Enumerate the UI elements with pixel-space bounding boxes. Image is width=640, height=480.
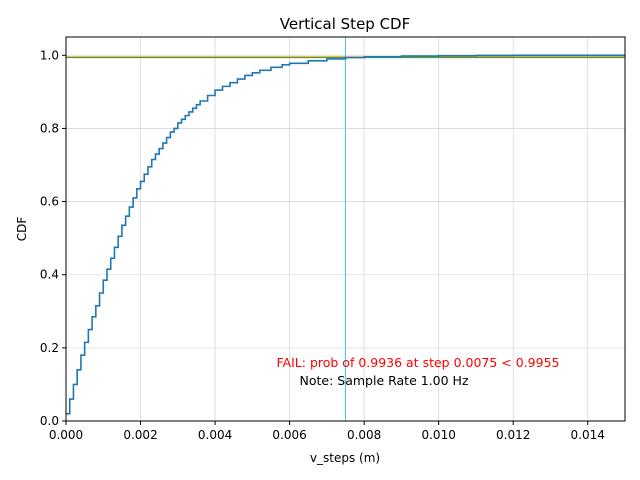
y-tick-label-5: 1.0 [40, 48, 59, 62]
x-tick-label-0: 0.000 [49, 428, 83, 442]
chart-title: Vertical Step CDF [280, 15, 411, 33]
y-axis-ticks: 0.0 0.2 0.4 0.6 0.8 1.0 [40, 48, 66, 428]
y-tick-label-2: 0.4 [40, 268, 59, 282]
y-tick-label-3: 0.6 [40, 195, 59, 209]
plot-area [66, 54, 625, 415]
y-tick-label-0: 0.0 [40, 414, 59, 428]
y-tick-label-4: 0.8 [40, 121, 59, 135]
x-tick-label-7: 0.014 [571, 428, 605, 442]
x-tick-label-1: 0.002 [123, 428, 157, 442]
x-tick-label-5: 0.010 [421, 428, 455, 442]
y-tick-label-1: 0.2 [40, 341, 59, 355]
x-axis-ticks: 0.000 0.002 0.004 0.006 0.008 0.010 0.012 0.014 [49, 421, 605, 442]
x-tick-label-2: 0.004 [198, 428, 232, 442]
x-tick-label-4: 0.008 [347, 428, 381, 442]
x-axis-label: v_steps (m) [310, 451, 380, 465]
cdf-series-line-0 [66, 54, 625, 415]
fail-annotation: FAIL: prob of 0.9936 at step 0.0075 < 0.… [277, 355, 560, 370]
axes-frame [65, 36, 626, 422]
x-tick-label-3: 0.006 [272, 428, 306, 442]
y-axis-label: CDF [15, 217, 29, 242]
note-annotation: Note: Sample Rate 1.00 Hz [299, 373, 468, 388]
x-tick-label-6: 0.012 [496, 428, 530, 442]
